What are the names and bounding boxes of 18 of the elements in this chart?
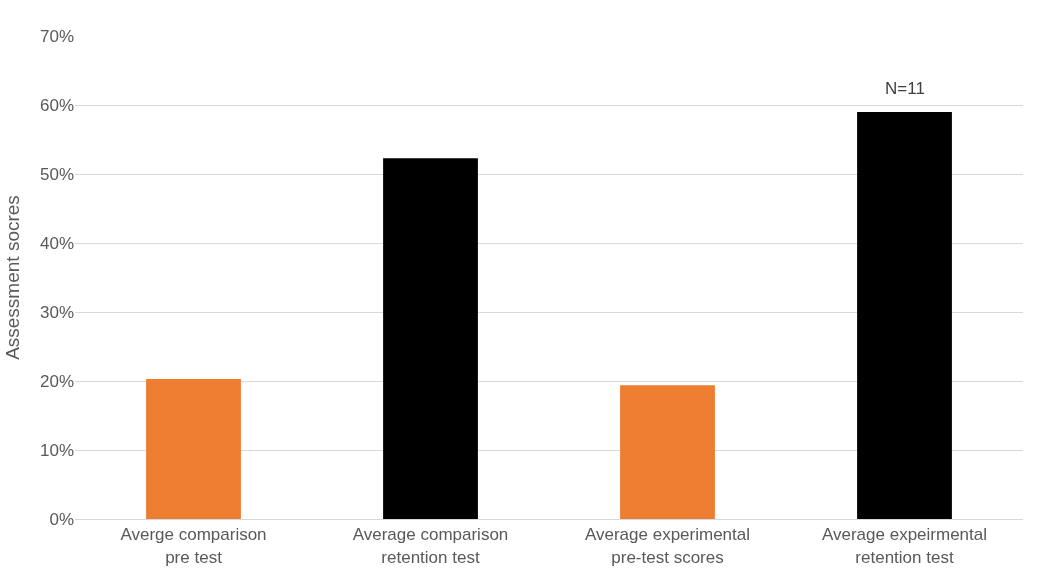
y-tick-label: 30% [39,302,74,322]
y-tick-label: 0% [49,509,74,529]
bar [146,378,241,519]
bar [383,158,478,519]
y-tick-label: 70% [39,26,74,46]
x-tick-label: Average comparison retention test [352,525,509,567]
x-tick-label: Average expeirmental retention test [821,525,988,567]
annotation: N=11 [885,79,925,98]
x-tick-label: Average experimental pre-test scores [584,525,751,567]
y-axis-title: Assessment socres [1,195,23,360]
y-tick-label: 10% [39,440,74,460]
x-tick-label: Averge comparison pre test [120,525,267,567]
y-tick-label: 40% [39,233,74,253]
bar [857,111,952,519]
bar [620,385,715,519]
y-tick-label: 60% [39,95,74,115]
y-tick-label: 20% [39,371,74,391]
y-tick-label: 50% [39,164,74,184]
